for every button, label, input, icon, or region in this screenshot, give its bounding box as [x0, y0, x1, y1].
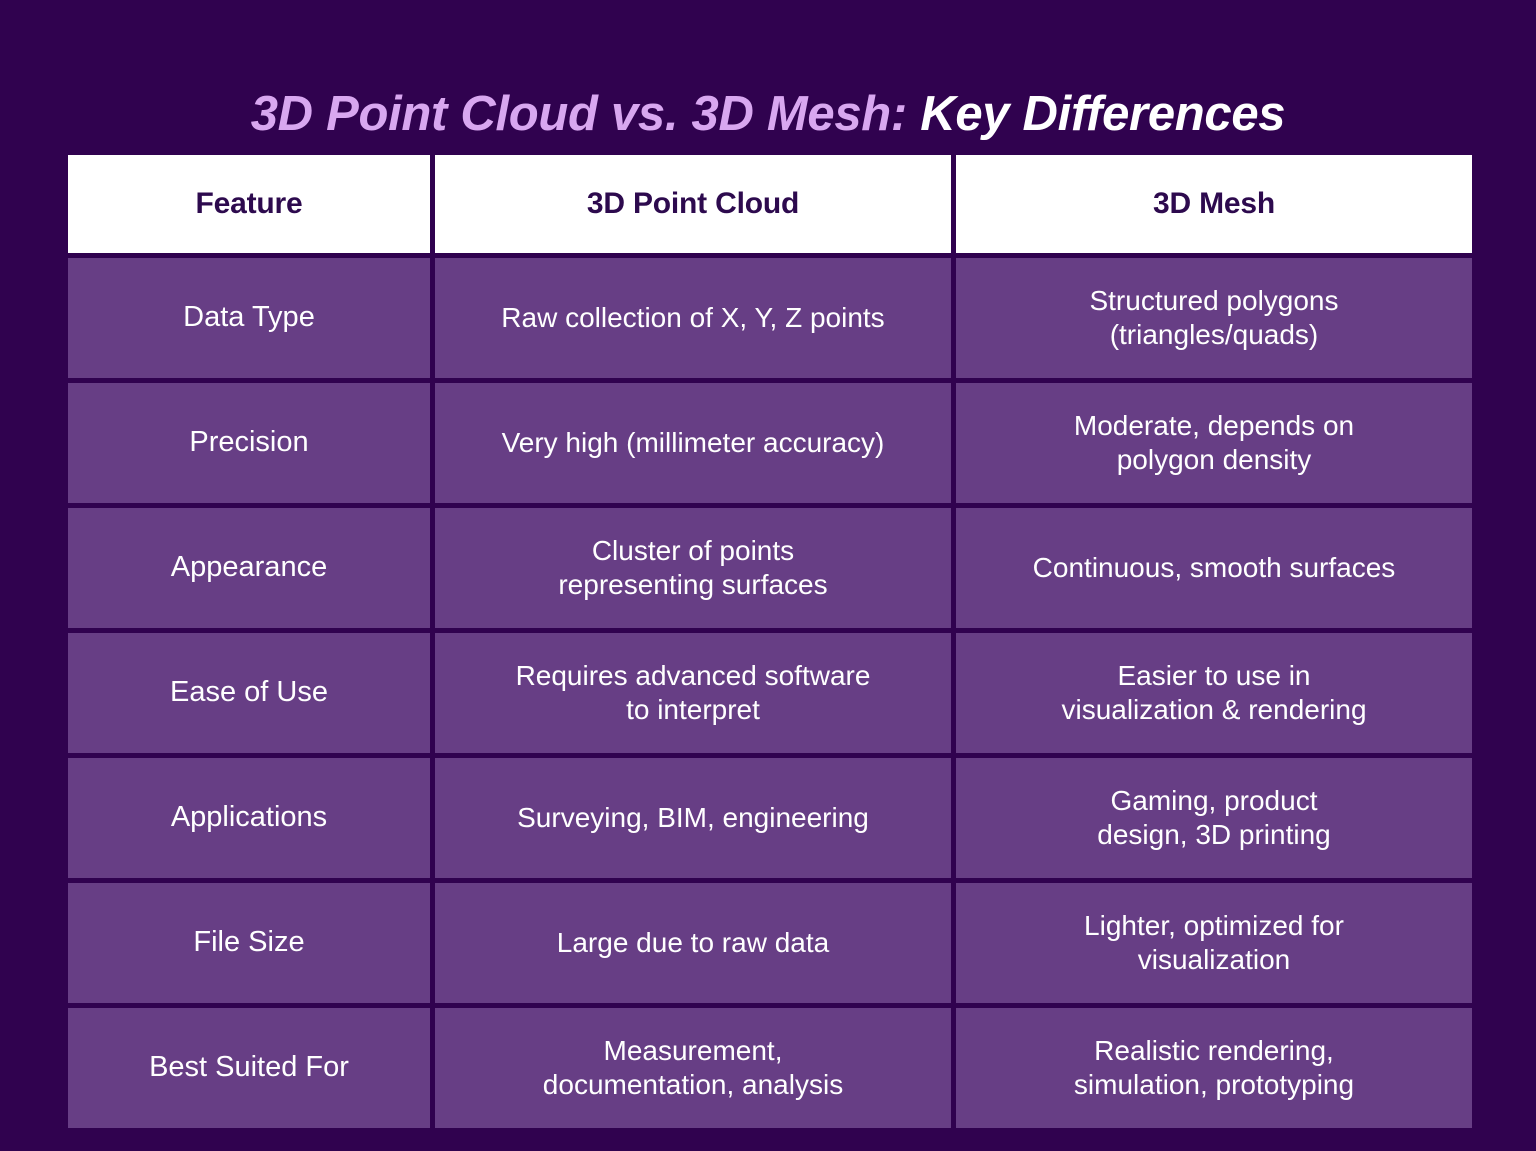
column-divider [430, 1008, 435, 1128]
column-divider [951, 508, 956, 628]
point-cloud-cell: Surveying, BIM, engineering [435, 758, 951, 878]
point-cloud-value: Cluster of points representing surfaces [558, 534, 828, 600]
row-divider [68, 503, 1472, 508]
point-cloud-cell: Large due to raw data [435, 883, 951, 1003]
column-header-feature: Feature [68, 155, 430, 253]
mesh-value: Realistic rendering, simulation, prototy… [1073, 1034, 1355, 1100]
column-header-mesh: 3D Mesh [956, 155, 1472, 253]
row-divider [68, 753, 1472, 758]
mesh-cell: Easier to use in visualization & renderi… [956, 633, 1472, 753]
column-divider [951, 1008, 956, 1128]
row-divider [68, 878, 1472, 883]
table-row: Applications Surveying, BIM, engineering… [68, 758, 1472, 878]
feature-cell: Precision [68, 383, 430, 503]
point-cloud-cell: Measurement, documentation, analysis [435, 1008, 951, 1128]
point-cloud-value: Requires advanced software to interpret [515, 659, 871, 725]
column-header-point-cloud-label: 3D Point Cloud [586, 186, 800, 220]
column-header-feature-label: Feature [195, 186, 303, 220]
column-divider [430, 258, 435, 378]
point-cloud-value: Measurement, documentation, analysis [542, 1034, 844, 1100]
row-divider [68, 253, 1472, 258]
column-divider [951, 758, 956, 878]
column-divider [951, 258, 956, 378]
column-divider [951, 883, 956, 1003]
column-divider [430, 155, 435, 253]
point-cloud-cell: Raw collection of X, Y, Z points [435, 258, 951, 378]
mesh-value: Structured polygons (triangles/quads) [1089, 284, 1339, 350]
mesh-cell: Structured polygons (triangles/quads) [956, 258, 1472, 378]
table-row: File Size Large due to raw data Lighter,… [68, 883, 1472, 1003]
row-divider [68, 378, 1472, 383]
feature-cell: Data Type [68, 258, 430, 378]
table-row: Ease of Use Requires advanced software t… [68, 633, 1472, 753]
point-cloud-value: Raw collection of X, Y, Z points [501, 301, 885, 333]
mesh-value: Moderate, depends on polygon density [1073, 409, 1355, 475]
feature-cell: Best Suited For [68, 1008, 430, 1128]
page-title-emphasis: Key Differences [920, 86, 1286, 141]
feature-cell: Appearance [68, 508, 430, 628]
row-divider [68, 1003, 1472, 1008]
column-divider [951, 633, 956, 753]
column-divider [951, 383, 956, 503]
feature-label: Best Suited For [149, 1051, 349, 1084]
mesh-value: Gaming, product design, 3D printing [1097, 784, 1331, 850]
mesh-cell: Moderate, depends on polygon density [956, 383, 1472, 503]
point-cloud-cell: Requires advanced software to interpret [435, 633, 951, 753]
feature-label: Appearance [170, 551, 328, 584]
mesh-cell: Lighter, optimized for visualization [956, 883, 1472, 1003]
feature-cell: File Size [68, 883, 430, 1003]
table-header-row: Feature 3D Point Cloud 3D Mesh [68, 155, 1472, 253]
point-cloud-value: Surveying, BIM, engineering [517, 801, 869, 833]
feature-cell: Applications [68, 758, 430, 878]
column-divider [430, 383, 435, 503]
column-divider [430, 758, 435, 878]
row-divider [68, 628, 1472, 633]
comparison-table: Feature 3D Point Cloud 3D Mesh Data Type… [68, 155, 1472, 1128]
mesh-value: Easier to use in visualization & renderi… [1061, 659, 1367, 725]
mesh-cell: Realistic rendering, simulation, prototy… [956, 1008, 1472, 1128]
point-cloud-value: Very high (millimeter accuracy) [501, 426, 885, 458]
feature-label: Data Type [183, 301, 315, 334]
page-title: 3D Point Cloud vs. 3D Mesh: Key Differen… [0, 86, 1536, 141]
column-header-mesh-label: 3D Mesh [1153, 186, 1275, 220]
feature-label: File Size [193, 926, 305, 959]
point-cloud-cell: Very high (millimeter accuracy) [435, 383, 951, 503]
point-cloud-value: Large due to raw data [556, 926, 830, 958]
column-divider [430, 633, 435, 753]
table-row: Data Type Raw collection of X, Y, Z poin… [68, 258, 1472, 378]
mesh-value: Lighter, optimized for visualization [1084, 909, 1344, 975]
column-divider [951, 155, 956, 253]
table-row: Precision Very high (millimeter accuracy… [68, 383, 1472, 503]
column-header-point-cloud: 3D Point Cloud [435, 155, 951, 253]
mesh-cell: Gaming, product design, 3D printing [956, 758, 1472, 878]
feature-label: Applications [170, 801, 328, 834]
mesh-cell: Continuous, smooth surfaces [956, 508, 1472, 628]
mesh-value: Continuous, smooth surfaces [1032, 551, 1396, 583]
table-row: Best Suited For Measurement, documentati… [68, 1008, 1472, 1128]
feature-label: Ease of Use [170, 676, 328, 709]
feature-cell: Ease of Use [68, 633, 430, 753]
page-title-highlight: 3D Point Cloud vs. 3D Mesh: [250, 86, 908, 141]
table-row: Appearance Cluster of points representin… [68, 508, 1472, 628]
point-cloud-cell: Cluster of points representing surfaces [435, 508, 951, 628]
column-divider [430, 883, 435, 1003]
column-divider [430, 508, 435, 628]
feature-label: Precision [189, 426, 309, 459]
